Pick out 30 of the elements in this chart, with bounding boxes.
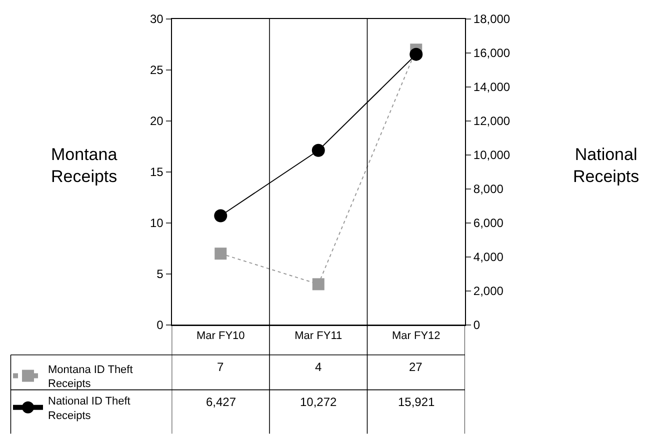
y2-tick-label: 16,000 xyxy=(473,46,510,60)
data-label: 10,272 xyxy=(300,395,338,409)
y-tick-label: 5 xyxy=(156,267,164,282)
x-tick-label: Mar FY10 xyxy=(196,330,245,342)
y-tick-label: 20 xyxy=(150,114,164,128)
y2-tick-label: 14,000 xyxy=(473,80,510,94)
data-label: 6,427 xyxy=(206,395,236,409)
y2-tick-label: 12,000 xyxy=(473,114,510,128)
y-tick-label: 10 xyxy=(150,216,164,230)
y2-tick-label: 18,000 xyxy=(473,12,510,26)
data-label: 15,921 xyxy=(398,395,436,409)
y2-tick-label: 6,000 xyxy=(473,216,504,230)
data-label: 7 xyxy=(217,360,224,374)
y2-tick-label: 0 xyxy=(473,318,480,332)
y-tick-label: 15 xyxy=(150,165,164,180)
legend-label: Montana ID Theft Receipts xyxy=(48,364,133,390)
y2-axis-title: National Receipts xyxy=(573,145,640,186)
x-tick-label: Mar FY11 xyxy=(294,330,342,342)
y-tick-label: 25 xyxy=(150,63,164,78)
y2-tick-label: 8,000 xyxy=(473,182,504,196)
data-label: 4 xyxy=(315,360,322,374)
y2-tick-label: 4,000 xyxy=(473,250,504,264)
y-axis-title: Montana Receipts xyxy=(51,145,118,186)
y-tick-label: 30 xyxy=(150,12,164,26)
legend-label: National ID Theft Receipts xyxy=(48,396,130,422)
y2-tick-label: 10,000 xyxy=(473,148,510,162)
y2-tick-label: 2,000 xyxy=(473,284,504,298)
data-label: 27 xyxy=(409,360,423,374)
x-tick-label: Mar FY12 xyxy=(392,330,440,342)
y-tick-label: 0 xyxy=(156,318,164,332)
